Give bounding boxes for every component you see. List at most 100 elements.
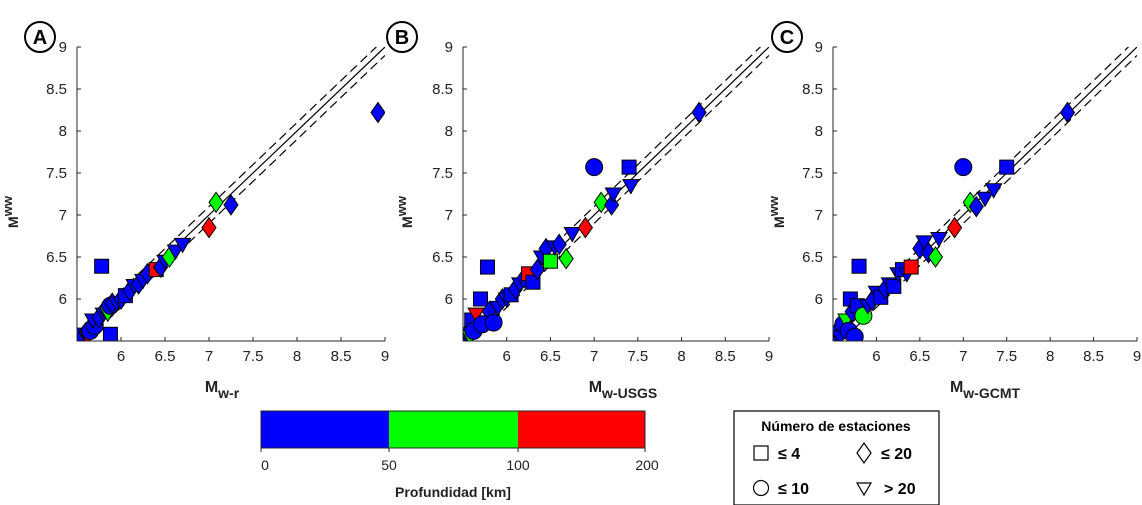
legend-item-diamond-label: ≤ 20 bbox=[881, 446, 912, 463]
data-point-triangle bbox=[467, 307, 485, 324]
x-tick-label: 8.5 bbox=[715, 348, 736, 365]
square-icon bbox=[753, 445, 769, 461]
x-tick-label: 7.5 bbox=[627, 348, 648, 365]
data-point-triangle bbox=[976, 191, 994, 208]
colorbar-segment-0-50 bbox=[261, 411, 389, 448]
data-point-diamond bbox=[1059, 101, 1076, 124]
x-tick-label: 7 bbox=[205, 348, 213, 365]
data-point-square bbox=[542, 253, 558, 269]
data-point-triangle bbox=[166, 244, 185, 261]
scatter-panel-c: 6 6.5 7 7.5 8 8.5 9 6 6.5 7 7.5 8 8.5 9 C Mw-GCMT Mww bbox=[766, 21, 1141, 401]
data-point-diamond bbox=[691, 101, 707, 124]
colorbar-tick-0: 0 bbox=[261, 457, 269, 473]
panel-c-ylabel: Mww bbox=[766, 195, 787, 228]
circle-icon bbox=[752, 479, 770, 497]
y-tick-label: 6.5 bbox=[46, 249, 67, 266]
data-point-diamond bbox=[370, 101, 385, 124]
panel-letter-c: C bbox=[780, 27, 794, 49]
panel-c-marks bbox=[833, 47, 1137, 341]
panel-c-xlabel: Mw-GCMT bbox=[950, 379, 1021, 401]
panel-b-marks bbox=[463, 47, 769, 341]
data-point-square bbox=[999, 159, 1015, 175]
colorbar-frame bbox=[260, 410, 646, 449]
y-tick-label: 9 bbox=[445, 39, 453, 56]
panel-b-axes: 6 6.5 7 7.5 8 8.5 9 6 6.5 7 7.5 8 8.5 9 bbox=[432, 39, 773, 365]
legend-item-triangle-label: > 20 bbox=[884, 481, 916, 498]
panel-letter-b: B bbox=[395, 27, 409, 49]
colorbar-tick-100: 100 bbox=[506, 457, 530, 473]
depth-colorbar: 0 50 100 200 Profundidad [km] bbox=[260, 410, 659, 500]
data-point-diamond bbox=[551, 233, 567, 256]
legend-item-circle-label: ≤ 10 bbox=[778, 481, 809, 498]
data-point-square bbox=[851, 258, 867, 274]
x-tick-label: 7.5 bbox=[996, 348, 1017, 365]
y-tick-label: 6 bbox=[815, 291, 823, 308]
x-tick-label: 7 bbox=[590, 348, 598, 365]
panel-letter-circle-b bbox=[386, 21, 418, 53]
x-tick-label: 6.5 bbox=[909, 348, 930, 365]
data-point-circle bbox=[954, 158, 973, 177]
data-point-triangle bbox=[173, 237, 192, 254]
data-point-square bbox=[94, 258, 110, 274]
y-tick-label: 6.5 bbox=[802, 249, 823, 266]
y-tick-label: 7 bbox=[59, 207, 67, 224]
colorbar-segment-50-100 bbox=[389, 411, 518, 448]
colorbar-tick-200: 200 bbox=[635, 457, 659, 473]
data-point-triangle bbox=[984, 183, 1003, 199]
y-tick-label: 6 bbox=[445, 291, 453, 308]
data-point-square bbox=[472, 291, 488, 307]
data-point-diamond bbox=[577, 216, 594, 239]
panel-a-ylabel: Mww bbox=[0, 195, 21, 228]
panel-a-xlabel: Mw-r bbox=[205, 379, 240, 401]
x-tick-label: 7 bbox=[959, 348, 967, 365]
x-tick-label: 8 bbox=[1046, 348, 1054, 365]
x-tick-label: 8.5 bbox=[331, 348, 352, 365]
data-point-square bbox=[102, 326, 118, 341]
panel-a-marks bbox=[77, 47, 385, 341]
colorbar-segment-100-200 bbox=[518, 411, 645, 448]
triangle-down-icon bbox=[855, 482, 873, 497]
x-tick-label: 8 bbox=[293, 348, 301, 365]
panel-letter-a: A bbox=[33, 27, 47, 49]
data-point-diamond bbox=[946, 216, 963, 239]
data-point-circle bbox=[484, 313, 503, 332]
y-tick-label: 7.5 bbox=[802, 165, 823, 182]
data-point-diamond bbox=[223, 194, 239, 216]
y-tick-label: 8 bbox=[815, 123, 823, 140]
x-tick-label: 7.5 bbox=[243, 348, 264, 365]
data-point-diamond bbox=[604, 194, 620, 216]
y-tick-label: 8.5 bbox=[432, 81, 453, 98]
panel-b-ylabel: Mww bbox=[394, 195, 415, 228]
data-point-circle bbox=[845, 327, 864, 341]
y-tick-label: 7 bbox=[815, 207, 823, 224]
panel-c-axes: 6 6.5 7 7.5 8 8.5 9 6 6.5 7 7.5 8 8.5 9 bbox=[802, 39, 1141, 365]
x-tick-label: 9 bbox=[1133, 348, 1141, 365]
data-point-diamond bbox=[529, 258, 545, 281]
x-tick-label: 6 bbox=[117, 348, 125, 365]
data-point-square bbox=[903, 259, 919, 275]
data-point-square bbox=[479, 259, 495, 275]
station-count-legend: Número de estaciones ≤ 4 ≤ 20 ≤ 10 > 20 bbox=[733, 410, 940, 505]
x-tick-label: 9 bbox=[765, 348, 773, 365]
colorbar-tick-50: 50 bbox=[381, 457, 397, 473]
data-point-triangle bbox=[930, 232, 948, 248]
y-tick-label: 8 bbox=[59, 123, 67, 140]
diamond-icon bbox=[856, 441, 872, 465]
y-tick-label: 6.5 bbox=[432, 249, 453, 266]
y-tick-label: 6 bbox=[59, 291, 67, 308]
data-point-circle bbox=[585, 158, 604, 177]
data-point-diamond bbox=[968, 195, 984, 218]
x-tick-label: 8.5 bbox=[1083, 348, 1104, 365]
y-tick-label: 7.5 bbox=[46, 165, 67, 182]
data-point-diamond bbox=[201, 216, 217, 239]
data-point-triangle bbox=[622, 179, 640, 195]
legend-item-square-label: ≤ 4 bbox=[778, 446, 800, 463]
y-tick-label: 8.5 bbox=[46, 81, 67, 98]
data-point-diamond bbox=[558, 247, 574, 270]
y-tick-label: 9 bbox=[59, 39, 67, 56]
panel-b-xlabel: Mw-USGS bbox=[589, 379, 658, 401]
x-tick-label: 6 bbox=[503, 348, 511, 365]
y-tick-label: 7.5 bbox=[432, 165, 453, 182]
x-tick-label: 9 bbox=[381, 348, 389, 365]
